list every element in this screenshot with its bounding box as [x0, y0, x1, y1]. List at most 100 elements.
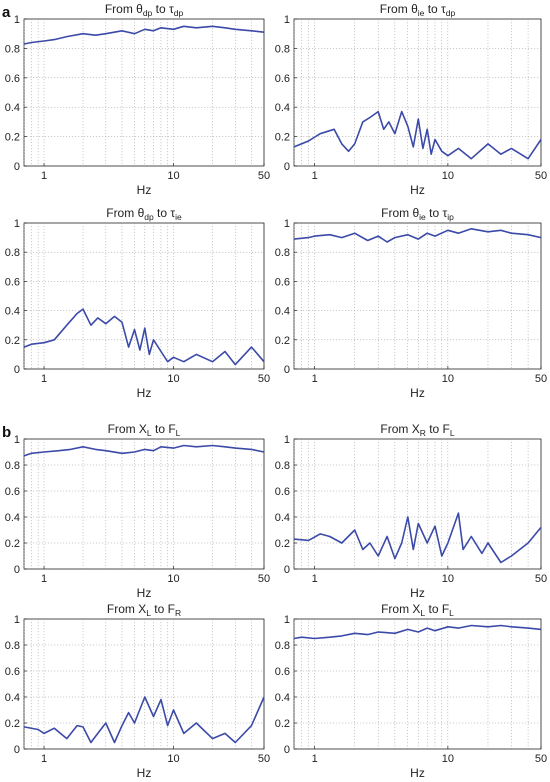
title-text: From X	[381, 602, 420, 616]
series-line	[23, 444, 265, 457]
x-tick-label: 50	[535, 373, 547, 385]
x-axis-label: Hz	[137, 586, 152, 600]
x-tick-label: 1	[312, 373, 318, 385]
x-tick-label: 10	[167, 753, 179, 765]
title-text: to F	[425, 602, 449, 616]
grid	[293, 439, 541, 569]
plot-frame	[23, 18, 265, 167]
x-tick-label: 50	[535, 170, 547, 182]
y-tick-label: 1	[14, 14, 20, 26]
chart-a-top-right: 0 0.2 0.4 0.6 0.8 1 1 10 50 Hz From θie to τdp	[275, 2, 547, 197]
y-tick-label: 0.4	[275, 306, 290, 318]
title-subscript: ie	[418, 8, 425, 18]
title-text: to F	[426, 422, 450, 436]
series-line	[23, 308, 265, 366]
y-tick-label: 0.4	[275, 102, 290, 114]
x-tick-label: 50	[258, 573, 270, 585]
title-subscript: ie	[175, 212, 182, 222]
title-text: to F	[151, 602, 175, 616]
title-text: to τ	[426, 206, 448, 220]
title-subscript: L	[449, 608, 454, 618]
y-tick-label: 1	[284, 218, 290, 230]
y-tick-label: 0.4	[275, 692, 290, 704]
title-text: From X	[108, 422, 147, 436]
grid	[23, 439, 264, 569]
y-tick-label: 0.8	[275, 43, 290, 55]
x-tick-label: 50	[258, 753, 270, 765]
y-tick-label: 0.2	[5, 718, 20, 730]
chart-title: From XL to FR	[107, 602, 181, 618]
panel-label-a: a	[2, 4, 11, 21]
title-subscript: dp	[144, 212, 154, 222]
grid	[23, 223, 264, 369]
y-tick-label: 0.4	[5, 692, 20, 704]
panel-label-b: b	[2, 424, 11, 441]
chart-b-top-right: 0 0.2 0.4 0.6 0.8 1 1 10 50 Hz From XR to FL	[275, 422, 547, 600]
title-subscript: L	[450, 428, 455, 438]
x-tick-label: 1	[41, 573, 47, 585]
y-tick-label: 0	[14, 364, 20, 376]
title-text: From θ	[105, 2, 143, 16]
x-tick-label: 10	[167, 373, 179, 385]
title-text: From X	[380, 422, 419, 436]
plot-frame	[23, 438, 265, 570]
title-subscript: R	[420, 428, 426, 438]
y-tick-label: 0.6	[5, 666, 20, 678]
title-subscript: dp	[174, 8, 184, 18]
title-text: to τ	[152, 2, 174, 16]
y-tick-label: 0.6	[5, 276, 20, 288]
x-tick-label: 50	[258, 170, 270, 182]
title-subscript: L	[176, 428, 181, 438]
title-subscript: L	[420, 608, 425, 618]
x-axis-label: Hz	[410, 183, 425, 197]
x-tick-label: 10	[167, 170, 179, 182]
x-tick-label: 10	[442, 170, 454, 182]
title-text: to τ	[424, 2, 446, 16]
chart-a-bottom-right: 0 0.2 0.4 0.6 0.8 1 1 10 50 Hz From θie to τip	[275, 206, 547, 400]
y-tick-label: 0.6	[275, 73, 290, 85]
y-tick-label: 0.6	[275, 666, 290, 678]
y-tick-label: 1	[14, 434, 20, 446]
title-text: to F	[152, 422, 176, 436]
x-tick-label: 1	[41, 753, 47, 765]
y-tick-label: 0.6	[5, 486, 20, 498]
title-subscript: ie	[419, 212, 426, 222]
y-tick-label: 0.8	[5, 43, 20, 55]
y-tick-label: 0.8	[275, 460, 290, 472]
y-tick-label: 0.6	[275, 276, 290, 288]
chart-title: From θdp to τdp	[105, 2, 184, 18]
chart-a-bottom-left: 0 0.2 0.4 0.6 0.8 1 1 10 50 Hz From θdp to τie	[5, 206, 270, 400]
title-subscript: L	[147, 428, 152, 438]
grid	[293, 619, 541, 749]
y-tick-label: 0	[284, 564, 290, 576]
title-subscript: L	[146, 608, 151, 618]
y-tick-label: 1	[284, 434, 290, 446]
y-tick-label: 0	[284, 161, 290, 173]
y-tick-label: 1	[284, 614, 290, 626]
title-text: From X	[107, 602, 146, 616]
series-line	[293, 624, 542, 640]
y-tick-label: 0.2	[5, 538, 20, 550]
x-axis-label: Hz	[410, 766, 425, 780]
x-tick-label: 10	[442, 373, 454, 385]
y-tick-label: 0.2	[5, 335, 20, 347]
y-tick-label: 0.2	[275, 335, 290, 347]
title-text: to τ	[154, 206, 176, 220]
y-tick-label: 0.4	[5, 102, 20, 114]
x-tick-label: 1	[312, 573, 318, 585]
title-text: From θ	[381, 206, 419, 220]
x-axis-label: Hz	[410, 586, 425, 600]
x-tick-label: 50	[258, 373, 270, 385]
title-subscript: dp	[143, 8, 153, 18]
y-tick-label: 0.6	[275, 486, 290, 498]
x-tick-label: 1	[312, 170, 318, 182]
x-tick-label: 10	[442, 573, 454, 585]
y-tick-label: 0	[14, 161, 20, 173]
title-text: From θ	[106, 206, 144, 220]
plot-frame	[293, 222, 542, 370]
chart-title: From XL to FL	[108, 422, 181, 438]
y-tick-label: 0.2	[275, 132, 290, 144]
y-tick-label: 0.2	[275, 718, 290, 730]
